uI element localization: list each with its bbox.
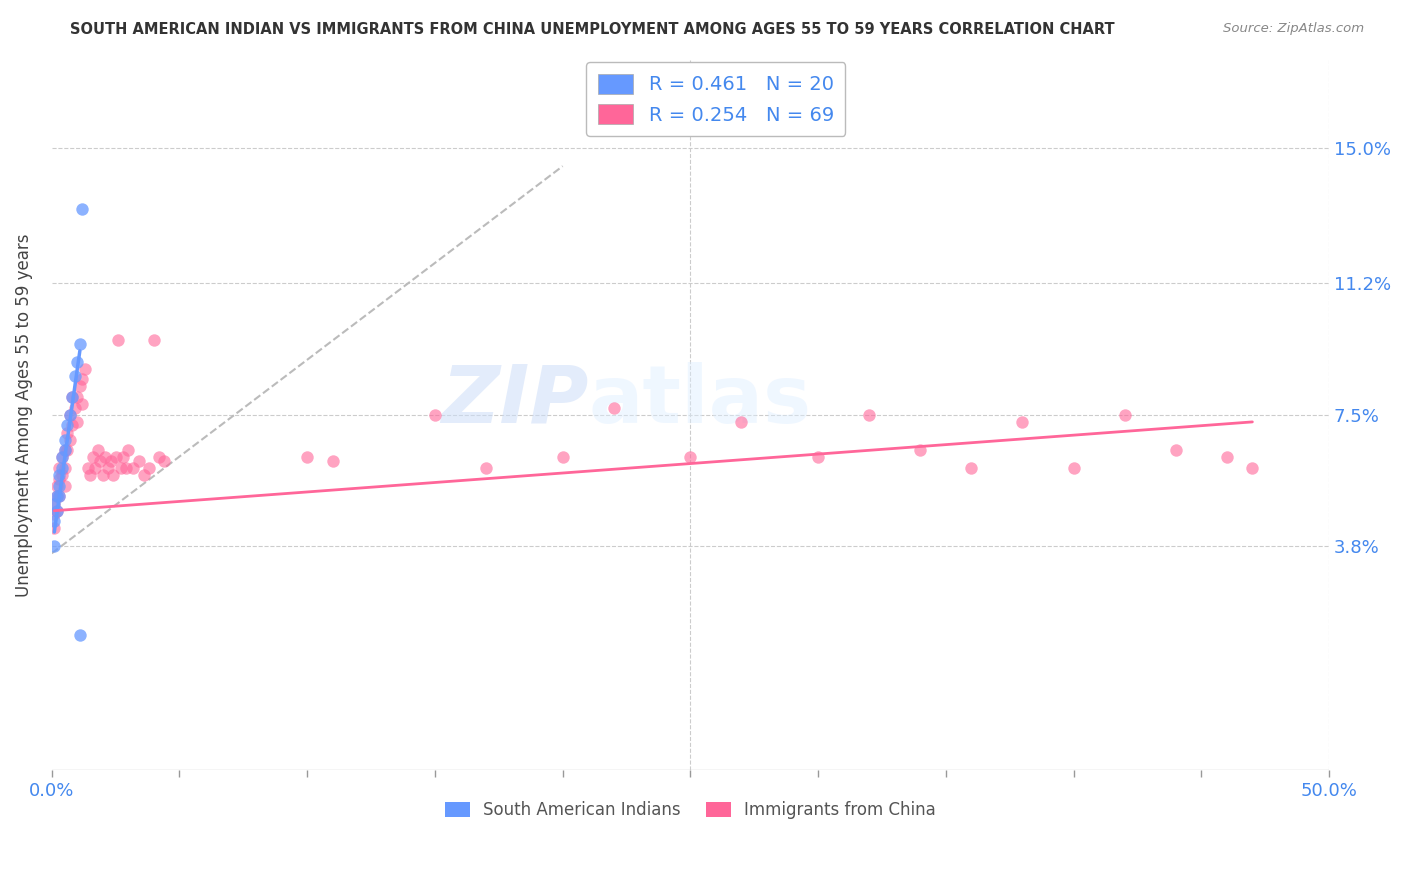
Point (51, 461, 73, 475)
Point (72, 202, 94, 216)
Point (48, 479, 70, 493)
Point (132, 468, 155, 483)
Point (66, 415, 89, 429)
Point (44, 497, 66, 511)
Point (44, 521, 66, 535)
Point (138, 461, 160, 475)
Point (107, 333, 129, 347)
Point (1164, 443, 1187, 458)
Point (63, 368, 86, 383)
Point (84, 461, 107, 475)
Point (960, 461, 983, 475)
Y-axis label: Unemployment Among Ages 55 to 59 years: Unemployment Among Ages 55 to 59 years (15, 233, 32, 597)
Point (48, 472, 70, 486)
Point (48, 468, 70, 483)
Point (69, 628, 91, 642)
Point (117, 443, 139, 458)
Point (730, 415, 752, 429)
Point (60, 390, 83, 404)
Point (114, 461, 136, 475)
Point (72, 397, 94, 411)
Point (1011, 415, 1033, 429)
Point (59, 408, 82, 422)
Point (51, 450, 73, 465)
Point (60, 390, 83, 404)
Point (128, 454, 150, 468)
Point (45, 479, 67, 493)
Point (66, 390, 89, 404)
Point (122, 461, 145, 475)
Point (79, 468, 101, 483)
Point (56, 418, 79, 433)
Point (97, 461, 120, 475)
Point (53, 443, 76, 458)
Point (48, 490, 70, 504)
Point (63, 401, 86, 415)
Point (603, 401, 626, 415)
Point (423, 408, 446, 422)
Text: Source: ZipAtlas.com: Source: ZipAtlas.com (1223, 22, 1364, 36)
Point (142, 333, 165, 347)
Point (679, 450, 702, 465)
Point (475, 461, 498, 475)
Point (56, 425, 79, 440)
Point (100, 454, 122, 468)
Point (1216, 450, 1239, 465)
Point (48, 461, 70, 475)
Point (44, 508, 66, 522)
Point (59, 408, 82, 422)
Point (910, 443, 932, 458)
Point (858, 408, 880, 422)
Point (44, 497, 66, 511)
Point (101, 468, 124, 483)
Point (110, 461, 132, 475)
Point (76, 461, 98, 475)
Point (69, 336, 91, 351)
Point (69, 379, 91, 393)
Point (56, 443, 79, 458)
Point (148, 450, 170, 465)
Point (59, 433, 82, 447)
Point (807, 450, 830, 465)
Point (51, 468, 73, 483)
Point (1241, 461, 1264, 475)
Point (91, 468, 114, 483)
Point (66, 354, 89, 368)
Point (89, 454, 111, 468)
Point (94, 450, 117, 465)
Point (44, 514, 66, 528)
Point (51, 450, 73, 465)
Text: atlas: atlas (588, 361, 811, 440)
Point (60, 418, 83, 433)
Point (45, 504, 67, 518)
Point (551, 450, 574, 465)
Point (45, 490, 67, 504)
Point (44, 539, 66, 553)
Point (112, 450, 135, 465)
Point (295, 450, 318, 465)
Point (53, 461, 76, 475)
Legend: South American Indians, Immigrants from China: South American Indians, Immigrants from … (439, 794, 942, 826)
Point (53, 433, 76, 447)
Text: ZIP: ZIP (441, 361, 588, 440)
Point (53, 443, 76, 458)
Point (45, 490, 67, 504)
Point (1063, 461, 1085, 475)
Point (153, 454, 176, 468)
Point (48, 490, 70, 504)
Point (53, 479, 76, 493)
Point (73, 361, 96, 376)
Text: SOUTH AMERICAN INDIAN VS IMMIGRANTS FROM CHINA UNEMPLOYMENT AMONG AGES 55 TO 59 : SOUTH AMERICAN INDIAN VS IMMIGRANTS FROM… (70, 22, 1115, 37)
Point (1114, 408, 1136, 422)
Point (72, 372, 94, 386)
Point (45, 504, 67, 518)
Point (104, 450, 127, 465)
Point (322, 454, 344, 468)
Point (82, 450, 104, 465)
Point (87, 443, 110, 458)
